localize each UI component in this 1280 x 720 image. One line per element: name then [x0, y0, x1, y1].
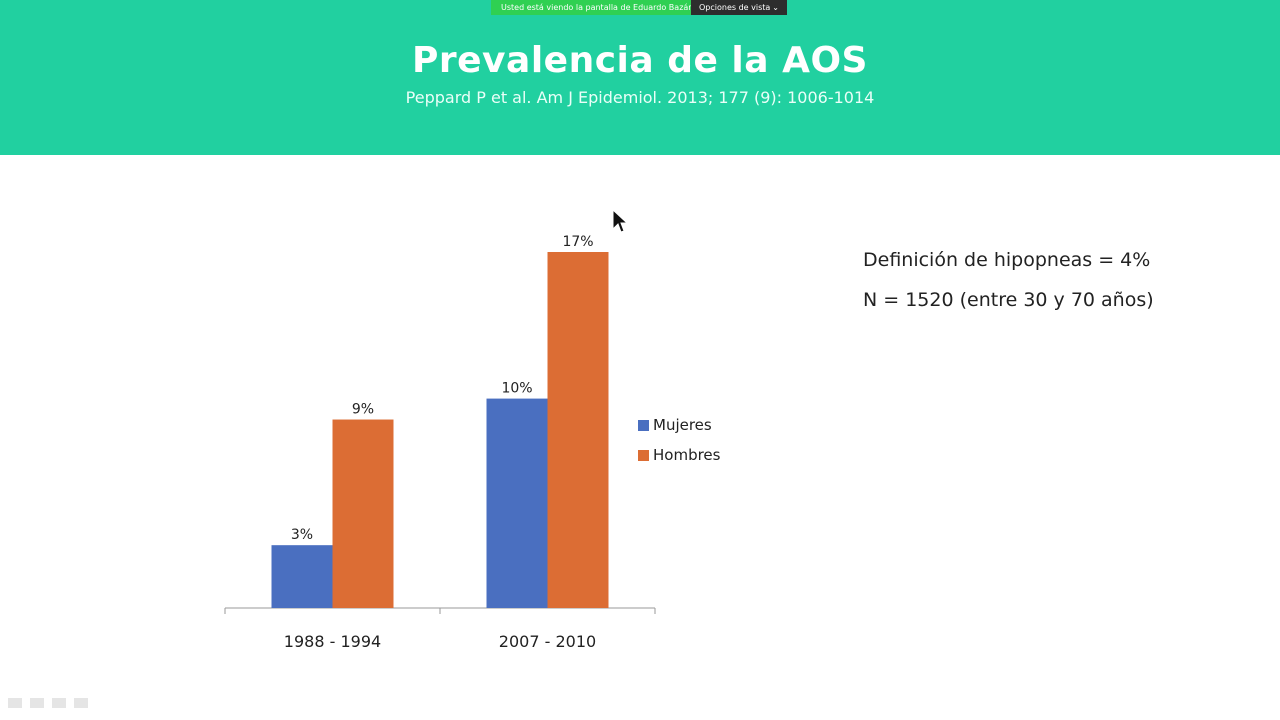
previous-slide-icon[interactable] [8, 698, 22, 708]
presentation-controls[interactable] [8, 698, 88, 708]
x-tick-label-2: 2007 - 2010 [499, 632, 596, 651]
screen-share-bar: Usted está viendo la pantalla de Eduardo… [491, 0, 787, 15]
slide-subtitle: Peppard P et al. Am J Epidemiol. 2013; 1… [405, 88, 875, 107]
cursor-icon [612, 209, 628, 233]
slide-title: Prevalencia de la AOS [412, 40, 868, 81]
pen-icon[interactable] [30, 698, 44, 708]
view-options-button[interactable]: Opciones de vista ⌄ [691, 0, 787, 15]
study-notes: Definición de hipopneas = 4% N = 1520 (e… [863, 240, 1154, 320]
x-tick-label-1: 1988 - 1994 [284, 632, 381, 651]
slides-grid-icon[interactable] [52, 698, 66, 708]
legend-label-mujeres: Mujeres [653, 416, 712, 434]
legend-swatch-hombres [638, 449, 649, 461]
legend-label-hombres: Hombres [653, 446, 721, 464]
note-sample-size: N = 1520 (entre 30 y 70 años) [863, 289, 1154, 311]
legend-item-mujeres: Mujeres [638, 410, 720, 440]
data-label-mujeres-2: 10% [501, 381, 532, 397]
data-label-hombres-1: 9% [352, 402, 374, 418]
data-label-hombres-2: 17% [562, 234, 593, 250]
legend-swatch-mujeres [638, 419, 649, 431]
next-slide-icon[interactable] [74, 698, 88, 708]
viewing-screen-banner: Usted está viendo la pantalla de Eduardo… [491, 0, 693, 15]
bar-mujeres-2 [486, 398, 548, 608]
bar-mujeres-1 [271, 545, 333, 608]
bar-hombres-2 [547, 252, 609, 608]
note-hypopnea-definition: Definición de hipopneas = 4% [863, 249, 1151, 271]
legend-item-hombres: Hombres [638, 440, 720, 470]
chart-legend: Mujeres Hombres [638, 410, 720, 470]
view-options-label: Opciones de vista [699, 3, 771, 12]
chevron-down-icon: ⌄ [772, 3, 779, 12]
data-label-mujeres-1: 3% [291, 527, 313, 543]
bar-hombres-1 [332, 419, 394, 608]
slide-header: Prevalencia de la AOS Peppard P et al. A… [0, 0, 1280, 155]
